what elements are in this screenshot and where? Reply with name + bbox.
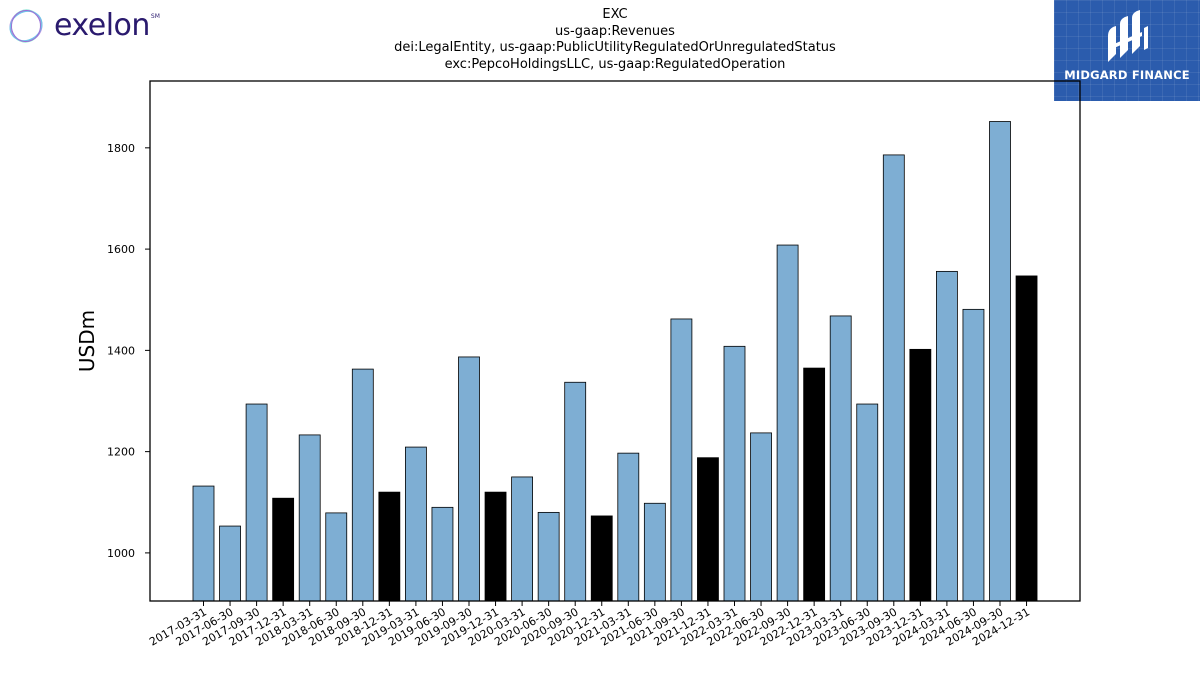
bar [192,485,215,602]
midgard-finance-name: MIDGARD FINANCE [1064,68,1190,82]
plot-frame [149,80,1081,602]
bar [909,348,932,602]
bar [643,502,666,602]
bar [617,452,640,602]
midgard-emblem-icon [1108,10,1148,62]
bar [351,368,374,602]
bar [219,525,241,602]
chart-title-line: dei:LegalEntity, us-gaap:PublicUtilityRe… [394,40,836,55]
bar [962,308,985,602]
bar [511,476,534,602]
bar [776,244,799,602]
bar [590,515,613,602]
bar [856,403,879,602]
bar [829,315,852,602]
chart-title: EXC us-gaap:Revenues dei:LegalEntity, us… [215,7,1015,73]
bar [882,154,905,602]
chart-title-line: us-gaap:Revenues [555,23,675,39]
bar [378,491,401,602]
bar [989,121,1011,602]
exelon-logo-wordmark: exelon [54,8,150,43]
bar [245,403,268,602]
y-tick-label: 1200 [107,446,135,459]
bar [404,446,427,602]
y-tick-label: 1400 [107,344,135,357]
bars-group [192,121,1038,602]
bar [537,511,560,602]
y-tick-label: 1000 [107,547,135,560]
y-tick-label: 1800 [107,142,135,155]
bar [697,457,719,602]
bar [431,506,454,602]
bar [936,270,958,602]
bar [564,381,587,602]
y-axis-label: USDm [75,310,99,372]
bar [298,434,321,602]
bar [272,497,295,602]
exelon-logo: exelon SM [6,5,176,47]
y-axis: 1000 1200 1400 1600 1800 [107,142,150,560]
exelon-logo-servicemark: SM [150,13,160,20]
chart-title-line: EXC [602,7,628,22]
exelon-logo-mark-icon [9,9,43,43]
bar [723,345,746,602]
bar [670,318,693,602]
x-axis: 2017-03-312017-06-302017-09-302017-12-31… [147,601,1032,649]
midgard-finance-logo: MIDGARD FINANCE [1054,0,1200,101]
bar [803,367,826,602]
bar [750,432,772,602]
bar [1015,275,1038,602]
bar [458,356,480,602]
bar [325,512,348,602]
y-tick-label: 1600 [107,243,135,256]
bar [484,491,507,602]
chart-title-line: exc:PepcoHoldingsLLC, us-gaap:RegulatedO… [444,56,786,72]
